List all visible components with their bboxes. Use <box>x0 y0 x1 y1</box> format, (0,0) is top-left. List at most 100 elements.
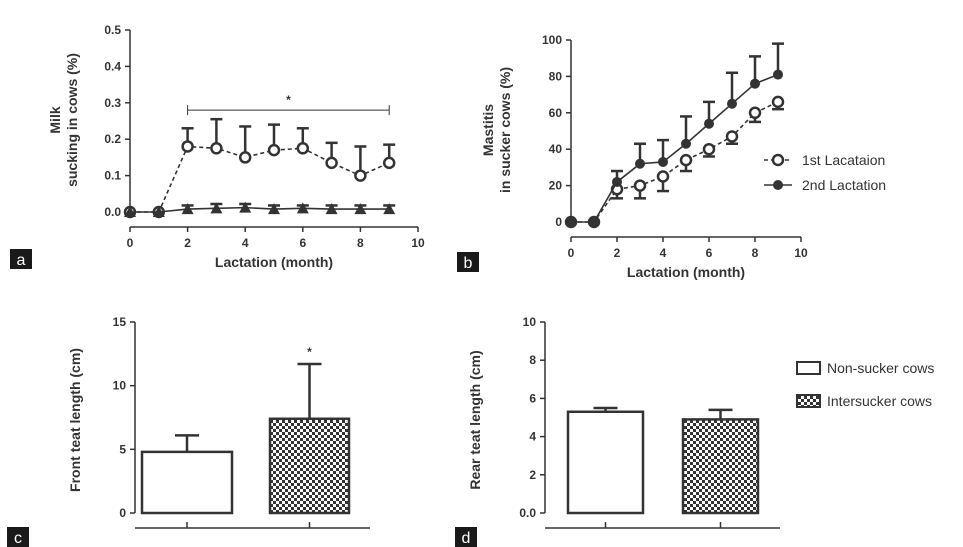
data-point <box>181 203 194 215</box>
y-tick-label: 60 <box>549 106 563 120</box>
y-axis-label: Rear teat length (cm) <box>467 350 483 489</box>
legend-entry: 1st Lacataion <box>764 152 885 168</box>
data-point <box>267 143 281 157</box>
bar <box>140 450 234 515</box>
x-tick-label: 4 <box>660 246 667 260</box>
data-point <box>354 169 367 182</box>
legend-entry: Non-sucker cows <box>796 360 934 376</box>
panel-a: a 0.0 0.1 0.2 0.3 0.4 0.5 Milksucking in cows (… <box>10 23 425 270</box>
panel-b: b 0 20 40 60 80 100 Mastitisin sucker cows (%) 0… <box>457 33 886 280</box>
y-tick-label: 100 <box>542 33 562 47</box>
y-tick-label: 20 <box>549 179 563 193</box>
series-line <box>130 206 390 213</box>
legend-entry: 2nd Lactation <box>764 177 886 193</box>
data-point <box>773 69 783 80</box>
panel-tag-box <box>10 249 32 269</box>
y-tick-label: 6 <box>529 391 536 405</box>
x-tick-label: 2 <box>184 236 191 250</box>
y-tick-label: 10 <box>523 315 537 329</box>
panel-d: d 0.0 2 4 6 8 10 Rear teat length (cm) Non-sucke… <box>455 315 934 547</box>
data-point <box>727 98 737 109</box>
y-tick-label: 0.2 <box>104 132 121 146</box>
data-point <box>750 78 760 89</box>
y-tick-label: 0.3 <box>104 96 121 110</box>
panel-tag-label: c <box>14 530 22 547</box>
y-tick-label: 8 <box>529 353 536 367</box>
data-point <box>181 140 194 153</box>
data-point <box>679 153 693 167</box>
panels: a 0.0 0.1 0.2 0.3 0.4 0.5 Milksucking in cows (… <box>7 23 934 547</box>
panel-tag-label: a <box>17 252 26 269</box>
x-tick-label: 2 <box>614 246 621 260</box>
significance-label: * <box>286 93 291 107</box>
y-tick-label: 0.5 <box>104 23 121 37</box>
bar <box>681 418 760 515</box>
data-point <box>612 176 622 187</box>
data-point <box>635 158 645 169</box>
data-point <box>239 201 252 213</box>
data-point <box>354 203 367 215</box>
legend-entry: Intersucker cows <box>796 393 932 409</box>
series-line <box>130 145 390 213</box>
x-tick-label: 10 <box>411 236 425 250</box>
x-tick-label: 8 <box>357 236 364 250</box>
data-point <box>633 179 647 192</box>
data-point <box>589 217 599 227</box>
y-axis-label: Mastitisin sucker cows (%) <box>480 67 513 193</box>
y-tick-label: 0 <box>555 215 562 229</box>
x-tick-label: 8 <box>752 246 759 260</box>
bar <box>268 417 351 515</box>
panel-tag-box <box>7 527 29 547</box>
y-tick-label: 80 <box>549 69 563 83</box>
legend-label: 1st Lacataion <box>802 152 885 168</box>
panel-tag-label: d <box>462 530 471 547</box>
panel-tag-box <box>457 252 479 272</box>
x-tick-label: 0 <box>127 236 134 250</box>
legend-swatch <box>796 361 821 375</box>
data-point <box>296 142 310 155</box>
series-1 <box>124 201 396 217</box>
data-point <box>238 151 252 164</box>
series-0 <box>123 117 396 219</box>
legend-label: Intersucker cows <box>827 393 932 409</box>
panel-tag-box <box>455 527 477 547</box>
y-tick-label: 0.0 <box>519 506 536 520</box>
data-point <box>383 203 396 215</box>
x-tick-label: 6 <box>299 236 306 250</box>
panel-c: c 0 5 10 15 Front teat length (cm) * <box>7 315 370 547</box>
data-point <box>152 206 165 217</box>
data-point <box>681 138 691 149</box>
panel-tag-label: b <box>464 255 473 272</box>
data-point <box>124 206 136 217</box>
legend-swatch <box>796 394 821 408</box>
data-point <box>325 156 338 170</box>
y-tick-label: 40 <box>549 142 563 156</box>
series-1 <box>566 42 784 227</box>
data-point <box>210 202 223 214</box>
y-axis-label: Milksucking in cows (%) <box>47 53 80 187</box>
data-point <box>382 156 396 170</box>
legend-label: Non-sucker cows <box>827 360 934 376</box>
x-tick-label: 10 <box>794 246 808 260</box>
y-tick-label: 4 <box>529 430 536 444</box>
data-point <box>296 202 309 214</box>
y-tick-label: 10 <box>113 379 127 393</box>
y-tick-label: 0.0 <box>104 205 121 219</box>
data-point <box>704 118 714 129</box>
y-tick-label: 15 <box>113 315 127 329</box>
bar <box>566 410 645 515</box>
x-tick-label: 4 <box>242 236 249 250</box>
legend-marker <box>771 153 785 167</box>
x-tick-label: 6 <box>706 246 713 260</box>
x-axis-label: Lactation (month) <box>627 264 745 280</box>
x-axis-label: Lactation (month) <box>215 254 333 270</box>
data-point <box>325 203 338 215</box>
data-point <box>725 130 739 143</box>
x-tick-label: 0 <box>568 246 575 260</box>
data-point <box>268 203 280 215</box>
legend-label: 2nd Lactation <box>802 177 886 193</box>
data-point <box>748 106 762 120</box>
data-point <box>566 217 576 227</box>
y-axis-label: Front teat length (cm) <box>67 348 83 492</box>
